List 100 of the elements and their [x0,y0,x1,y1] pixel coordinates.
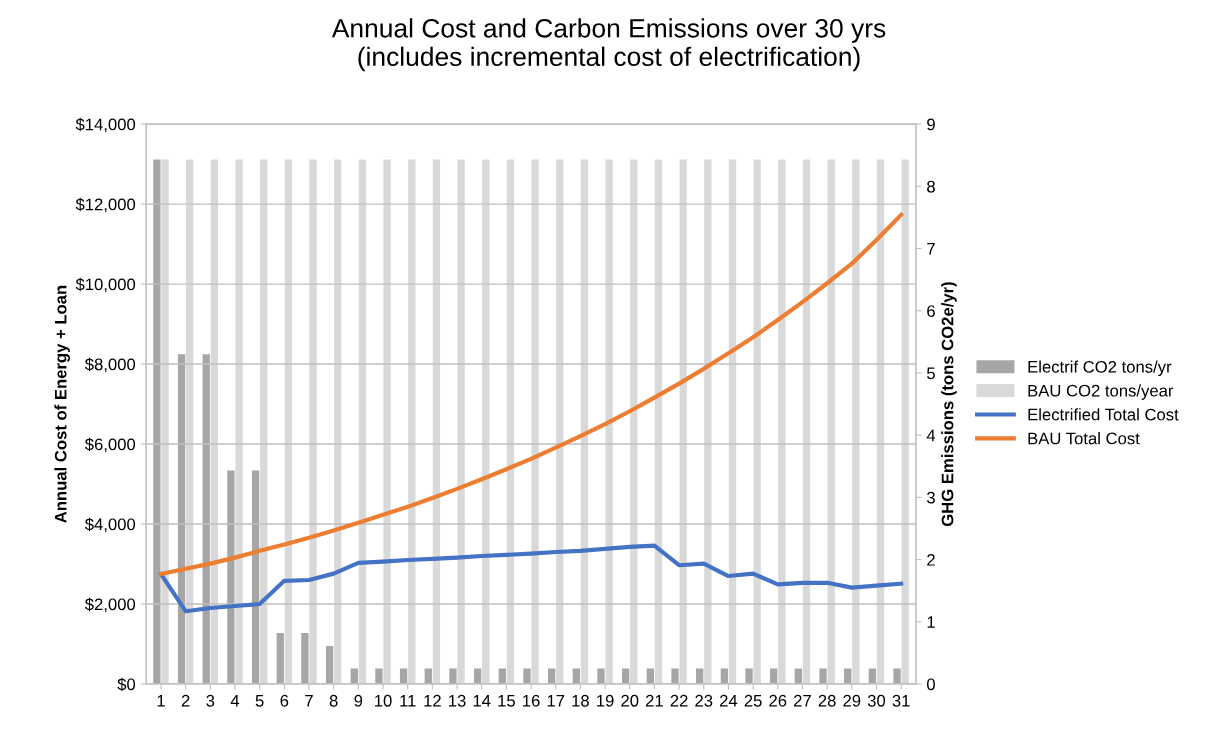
x-tick-label: 6 [280,694,289,707]
y-axis-title: Annual Cost of Energy + Loan [54,285,70,523]
bar [646,668,654,685]
x-tick-label: 22 [670,694,688,707]
bar [547,668,556,685]
bar [556,159,564,685]
x-tick-label: 17 [547,695,565,707]
bar [876,159,885,685]
bar [309,159,317,685]
x-tick-label: 1 [157,695,165,707]
bar [901,159,909,685]
x-tick-label: 28 [818,694,836,707]
x-tick-label: 18 [572,694,589,707]
x-tick-label: 11 [400,695,416,707]
bar [260,159,268,685]
x-tick-label: 29 [843,694,861,707]
bar [852,159,860,685]
bar [177,354,186,685]
bar [778,159,786,685]
bar [235,159,243,685]
y-tick-label: $10,000 [75,277,136,293]
y-tick-label: $12,000 [75,197,136,213]
bar [696,668,704,685]
bar [498,668,506,685]
bar [186,159,194,685]
bar [251,470,260,685]
bar [531,159,539,685]
bar [449,668,457,685]
x-tick-label: 7 [305,695,313,707]
bar [350,668,358,685]
bar [770,668,778,685]
bar [375,668,383,685]
y2-tick-label: 7 [927,243,935,255]
x-tick-label: 25 [744,694,762,707]
y-tick-label: $14,000 [75,117,136,133]
bar [482,159,490,685]
x-tick-label: 9 [354,694,363,707]
bar [424,668,432,685]
x-tick-label: 10 [375,694,392,707]
y2-tick-label: 5 [927,367,935,380]
x-tick-label: 3 [206,694,215,707]
bar [572,668,580,685]
bar [893,668,901,685]
x-tick-label: 13 [449,694,466,707]
bar [284,159,293,685]
bar [432,159,441,685]
y2-tick-label: 8 [927,180,935,193]
line-series [158,543,904,614]
bar [358,159,367,685]
y-tick-label: $4,000 [84,517,136,533]
bar [630,159,638,685]
y-tick-label: $6,000 [84,437,136,453]
bar [753,159,761,685]
bar [704,159,712,685]
x-tick-label: 4 [230,695,240,707]
bar [819,668,827,685]
bar [605,159,613,685]
bar [161,159,169,685]
y2-tick-label: 0 [927,678,935,691]
x-tick-label: 30 [867,694,886,707]
x-tick-label: 5 [255,695,264,707]
bar [276,633,284,685]
legend-label: Electrif CO2 tons/yr [1028,360,1172,377]
x-tick-label: 12 [424,694,441,707]
x-tick-label: 14 [473,695,491,707]
bar [399,668,408,685]
x-tick-label: 19 [597,694,614,707]
chart-title: Annual Cost and Carbon Emissions over 30 yrs (includes incremental cost of electrification) [331,18,886,72]
x-tick-label: 20 [621,694,639,707]
bar [580,159,589,685]
legend-label: Electrified Total Cost [1028,408,1179,421]
bar [844,668,852,685]
bar [202,354,210,685]
bar [720,668,729,685]
y2-tick-label: 6 [927,305,935,317]
bar [523,668,531,685]
bar [728,159,737,685]
y2-tick-label: 9 [927,118,935,131]
bar [827,159,835,685]
bar [227,470,235,685]
x-tick-label: 27 [794,694,811,707]
bar [654,159,663,685]
bar [868,668,877,685]
y2-tick-label: 2 [927,553,935,566]
bar [325,646,334,685]
x-tick-label: 15 [498,695,515,707]
legend-label: BAU Total Cost [1028,432,1140,445]
x-tick-label: 31 [892,694,910,707]
bar [408,159,416,685]
y-tick-label: $8,000 [84,357,136,373]
bar [457,159,465,685]
y-tick-label: $2,000 [84,597,136,613]
y2-tick-label: 4 [926,429,936,442]
bar [506,159,515,685]
bar [622,668,630,685]
x-tick-label: 26 [769,694,787,707]
bar [334,159,342,685]
x-tick-label: 8 [329,694,338,707]
bar [802,159,811,685]
x-tick-label: 16 [523,694,540,707]
